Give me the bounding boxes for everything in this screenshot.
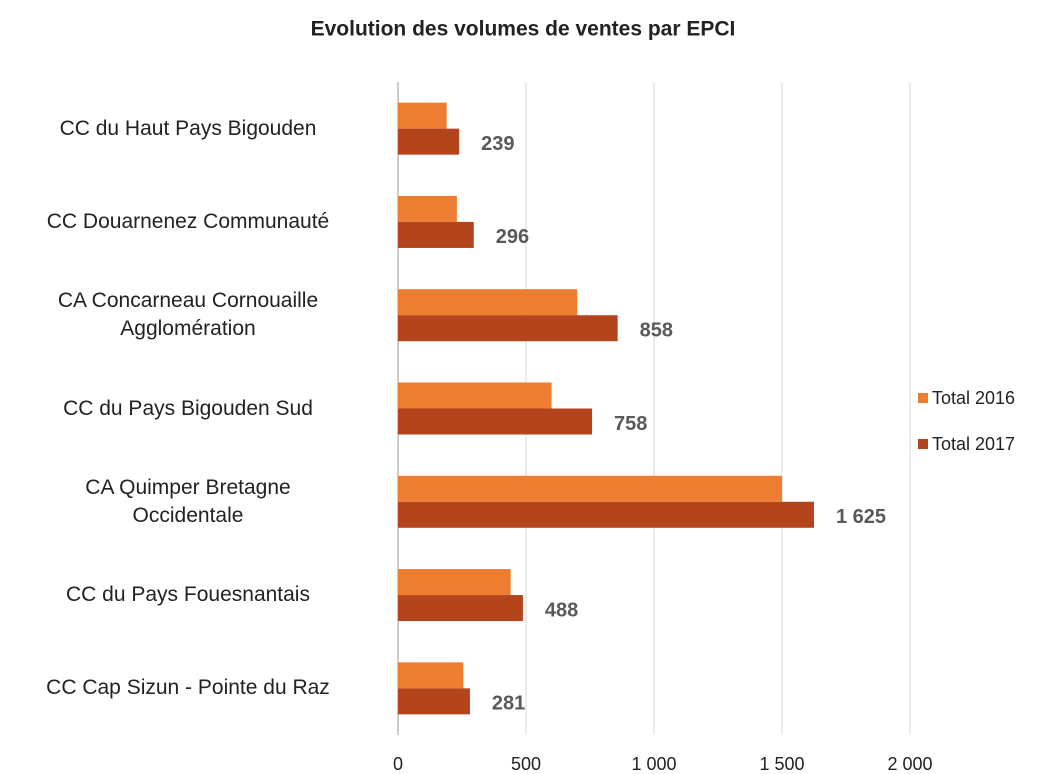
y-tick-label: CC du Pays Bigouden Sud bbox=[63, 396, 313, 420]
data-label: 281 bbox=[492, 693, 525, 715]
chart-title: Evolution des volumes de ventes par EPCI bbox=[311, 18, 736, 41]
y-tick-label: CC Cap Sizun - Pointe du Raz bbox=[46, 676, 330, 700]
bar bbox=[398, 501, 814, 528]
data-label: 296 bbox=[496, 226, 529, 248]
legend-swatch bbox=[918, 439, 928, 449]
legend-label: Total 2016 bbox=[932, 388, 1015, 408]
y-tick-label: CC du Pays Fouesnantais bbox=[66, 583, 310, 607]
y-tick-label: CA Quimper Bretagne Occidentale bbox=[85, 475, 291, 527]
x-tick-label: 500 bbox=[511, 754, 541, 774]
bar bbox=[398, 475, 782, 502]
data-label: 239 bbox=[481, 133, 514, 155]
bar bbox=[398, 128, 460, 155]
y-tick-label: CC du Haut Pays Bigouden bbox=[59, 116, 317, 140]
bar bbox=[398, 408, 593, 435]
legend-label: Total 2017 bbox=[932, 434, 1015, 454]
bar bbox=[398, 569, 511, 596]
x-tick-label: 1 000 bbox=[631, 754, 676, 774]
data-label: 1 625 bbox=[836, 506, 886, 528]
bar bbox=[398, 102, 447, 129]
data-label: 858 bbox=[640, 319, 673, 341]
bar bbox=[398, 662, 464, 689]
data-label: 488 bbox=[545, 599, 578, 621]
x-tick-label: 2 000 bbox=[887, 754, 932, 774]
legend-swatch bbox=[918, 393, 928, 403]
x-tick-label: 0 bbox=[393, 754, 403, 774]
bar bbox=[398, 289, 578, 316]
y-tick-label: CC Douarnenez Communauté bbox=[46, 209, 330, 233]
data-label: 758 bbox=[614, 413, 647, 435]
y-tick-label: CA Concarneau Cornouaille Agglomération bbox=[57, 289, 319, 341]
x-tick-label: 1 500 bbox=[759, 754, 804, 774]
bar bbox=[398, 688, 470, 715]
bar bbox=[398, 595, 523, 622]
bar bbox=[398, 221, 474, 248]
bar bbox=[398, 382, 552, 409]
bar bbox=[398, 195, 457, 222]
bar bbox=[398, 315, 618, 342]
